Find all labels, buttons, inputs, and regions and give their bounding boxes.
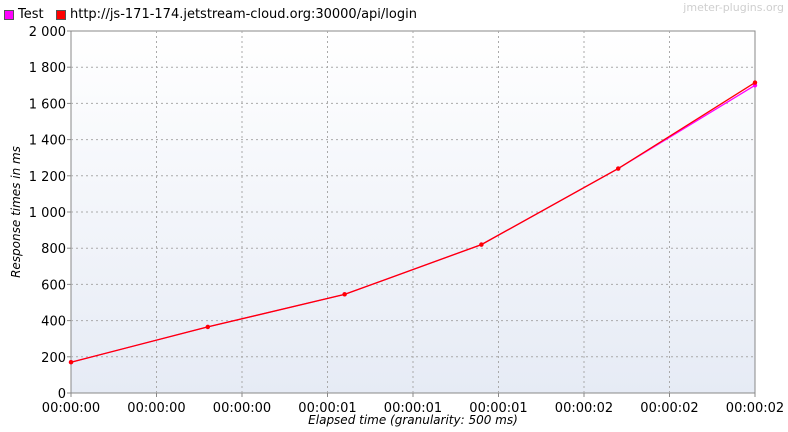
x-tick-label: 00:00:00 [127,401,185,416]
y-tick-label: 1 000 [29,206,66,221]
y-tick-label: 200 [41,351,66,366]
legend-label-login: http://js-171-174.jetstream-cloud.org:30… [70,7,417,22]
legend-item-login: http://js-171-174.jetstream-cloud.org:30… [56,7,417,22]
y-tick-label: 400 [41,315,66,330]
y-tick-labels: 0 200 400 600 800 1 000 1 200 1 400 1 600 1 800 2 … [29,25,66,402]
x-tick-label: 00:00:00 [213,401,271,416]
y-tick-label: 2 000 [29,25,66,40]
x-tick-labels: 00:00:00 00:00:00 00:00:00 00:00:01 00:00:01… [42,401,784,416]
watermark: jmeter-plugins.org [683,1,784,14]
legend-swatch-test [4,9,14,20]
y-tick-label: 1 600 [29,97,66,112]
y-tick-label: 1 800 [29,61,66,76]
y-axis-title: Response times in ms [9,146,23,278]
data-point [68,360,74,365]
x-tick-label: 00:00:02 [726,401,784,416]
x-tick-label: 00:00:01 [384,401,442,416]
data-point [342,292,347,297]
legend-item-test: Test [4,7,44,22]
y-tick-label: 1 400 [29,134,66,149]
x-tick-label: 00:00:02 [640,401,698,416]
x-tick-label: 00:00:01 [469,401,527,416]
data-point [616,166,621,171]
y-tick-label: 0 [58,387,66,402]
legend-swatch-login [56,9,66,20]
data-point [479,242,484,247]
x-tick-label: 00:00:02 [555,401,613,416]
data-point [752,80,758,85]
x-tick-label: 00:00:01 [298,401,356,416]
x-axis-title: Elapsed time (granularity: 500 ms) [308,413,518,427]
legend-label-test: Test [18,7,44,22]
y-tick-label: 600 [41,278,66,293]
series-line-1 [70,82,756,363]
legend: Test http://js-171-174.jetstream-cloud.o… [0,0,788,26]
grid [67,30,756,397]
y-tick-label: 1 200 [29,170,66,185]
y-tick-label: 800 [41,242,66,257]
series-lines [68,80,758,365]
x-tick-label: 00:00:00 [42,401,100,416]
data-point [205,324,210,330]
